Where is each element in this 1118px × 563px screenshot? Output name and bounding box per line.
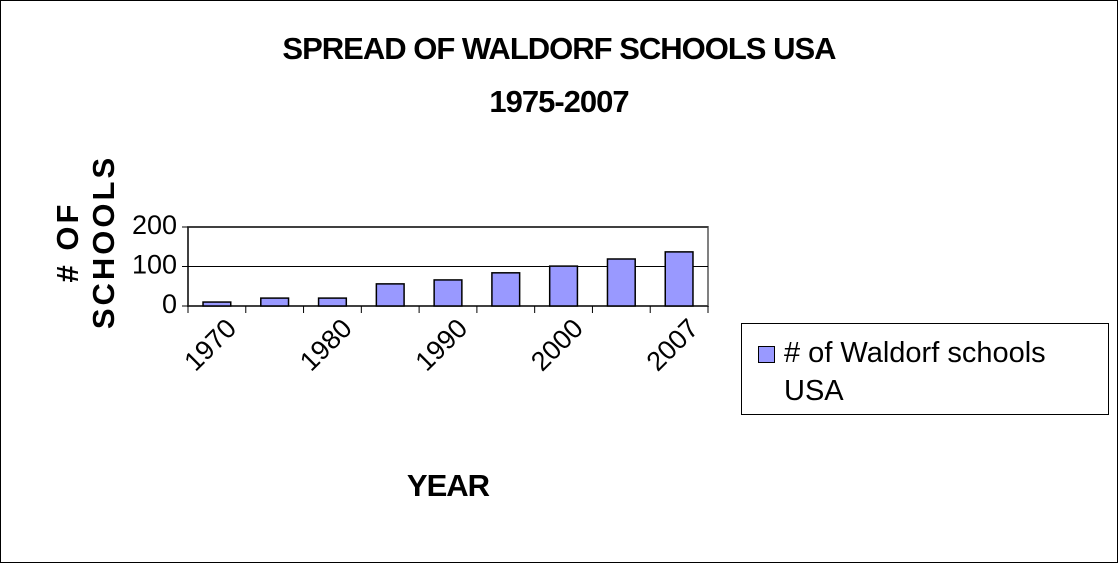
y-tick-label: 200 (132, 210, 177, 240)
bar (606, 258, 636, 307)
x-tick-label: 2007 (641, 313, 705, 377)
y-axis-label: # OF SCHOOLS (50, 154, 121, 330)
bar (433, 279, 463, 307)
bar (260, 297, 290, 307)
bar (664, 251, 694, 307)
legend-swatch (758, 346, 775, 363)
legend: # of Waldorf schools USA (741, 323, 1109, 415)
y-tick-label: 100 (132, 250, 177, 280)
x-tick-label: 2000 (525, 313, 589, 377)
x-axis-label: YEAR (407, 468, 490, 503)
bar (375, 283, 405, 307)
bar (317, 297, 348, 307)
bar (202, 301, 232, 307)
chart-subtitle: 1975-2007 (489, 84, 628, 119)
legend-label: # of Waldorf schools USA (784, 337, 1046, 407)
y-tick-label: 0 (162, 289, 177, 319)
chart-title: SPREAD OF WALDORF SCHOOLS USA (282, 31, 836, 66)
x-tick-label: 1990 (410, 313, 474, 377)
x-tick-label: 1980 (294, 313, 358, 377)
x-tick-label: 1970 (178, 313, 242, 377)
bar (491, 272, 521, 307)
bar (548, 265, 579, 307)
